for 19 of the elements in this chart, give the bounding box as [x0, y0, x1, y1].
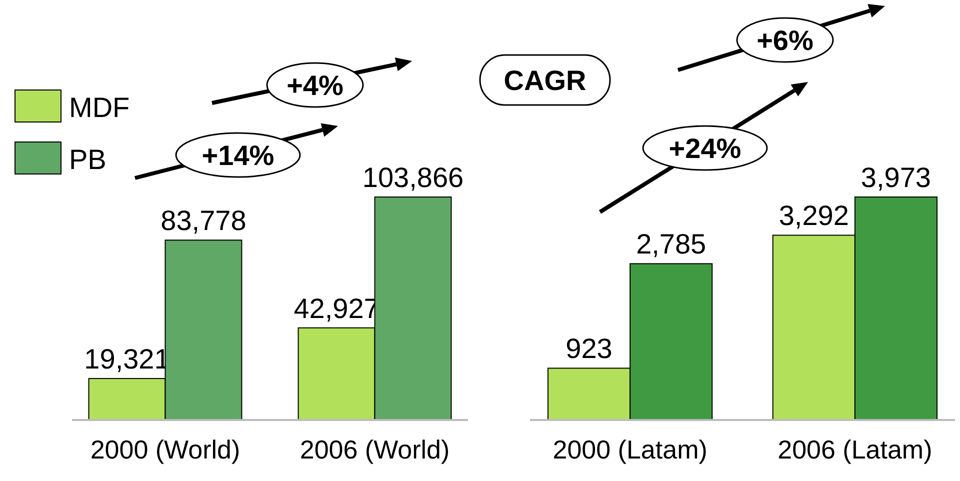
data-label: 19,321 [84, 344, 170, 375]
text: +14% [202, 140, 274, 171]
data-label: 83,778 [160, 205, 246, 236]
data-label: 3,973 [860, 162, 932, 193]
x-tick-label: 2000 (World) [90, 434, 240, 464]
text: CAGR [504, 65, 586, 96]
data-label: 2,785 [636, 228, 706, 260]
legend-label: MDF [69, 92, 130, 123]
data-label: 923 [566, 333, 612, 364]
x-tick-label: 2000 (Latam) [552, 434, 708, 464]
text: +4% [286, 70, 344, 101]
text: +24% [668, 133, 742, 164]
data-label: 3,292 [778, 200, 849, 232]
data-label: 103,866 [362, 162, 464, 193]
x-tick-label: 2006 (Latam) [778, 434, 932, 464]
legend-label: PB [69, 144, 106, 175]
text: +6% [756, 25, 814, 56]
data-label: 42,927 [294, 292, 380, 324]
x-tick-label: 2006 (World) [300, 434, 450, 464]
